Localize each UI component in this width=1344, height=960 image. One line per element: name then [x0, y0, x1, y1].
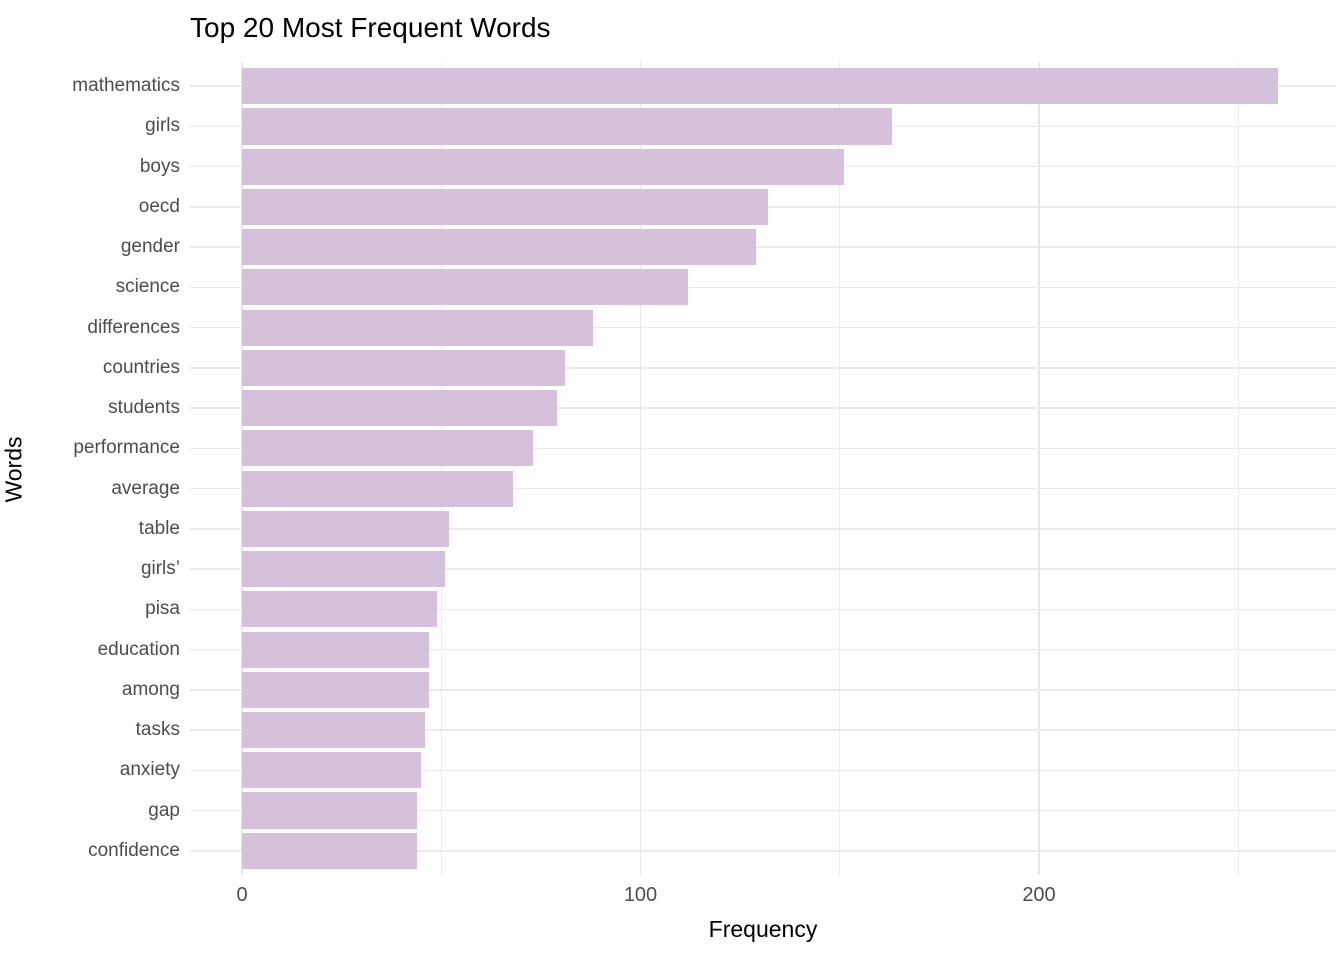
row-gridline [190, 729, 1336, 731]
bar [242, 631, 430, 668]
major-gridline [1038, 62, 1040, 875]
y-tick-label: girls [145, 115, 180, 137]
row-gridline [190, 769, 1336, 772]
major-gridline [639, 62, 642, 875]
row-gridline [190, 689, 1336, 691]
bar [242, 390, 557, 427]
bar [242, 510, 450, 547]
y-tick-label: differences [87, 316, 180, 338]
chart-panel [190, 62, 1336, 875]
y-tick-label: table [138, 517, 180, 539]
bar [242, 229, 757, 266]
y-tick-label: girls’ [140, 558, 180, 580]
bar [242, 269, 689, 306]
y-tick-label: gap [148, 799, 180, 821]
row-gridline [190, 528, 1336, 530]
y-tick-label: gender [120, 236, 180, 258]
bar [242, 591, 438, 628]
bar [242, 68, 1279, 105]
row-gridline [190, 648, 1336, 651]
bar [242, 792, 418, 829]
bar [242, 430, 533, 467]
bar [242, 470, 513, 507]
y-tick-label: pisa [145, 598, 180, 620]
y-tick-label: countries [102, 356, 180, 378]
x-tick-label: 100 [623, 884, 658, 906]
minor-gridline [440, 62, 442, 875]
minor-gridline [1237, 62, 1239, 875]
row-gridline [190, 407, 1336, 409]
row-gridline [190, 568, 1336, 570]
y-tick-label: anxiety [119, 759, 180, 781]
row-gridline [190, 246, 1336, 248]
minor-gridline [839, 62, 841, 875]
bar [242, 108, 892, 145]
chart-title: Top 20 Most Frequent Words [190, 12, 551, 43]
x-tick-label: 0 [236, 884, 248, 906]
bar [242, 832, 418, 869]
y-tick-label: tasks [135, 719, 180, 741]
y-tick-label: students [108, 397, 180, 419]
row-gridline [190, 487, 1336, 490]
bar [242, 349, 565, 386]
bar [242, 551, 446, 588]
row-gridline [190, 367, 1336, 369]
y-tick-label: boys [139, 155, 180, 177]
y-tick-label: average [111, 477, 180, 499]
bar [242, 671, 430, 708]
y-tick-label: confidence [88, 839, 180, 861]
y-tick-label: science [115, 276, 180, 298]
y-tick-label: among [121, 678, 180, 700]
row-gridline [190, 447, 1336, 450]
y-tick-label: performance [73, 437, 180, 459]
x-axis-title: Frequency [708, 916, 818, 942]
row-gridline [190, 850, 1336, 852]
y-tick-label: education [97, 638, 180, 660]
bar [242, 711, 426, 749]
row-gridline [190, 809, 1336, 812]
x-tick-label: 200 [1022, 884, 1056, 906]
major-gridline [241, 62, 243, 875]
bar [242, 752, 422, 789]
row-gridline [190, 286, 1336, 289]
row-gridline [190, 608, 1336, 611]
y-tick-label: oecd [138, 195, 180, 217]
bar [242, 188, 769, 225]
y-tick-label: mathematics [72, 75, 180, 97]
bar [242, 309, 593, 346]
row-gridline [190, 326, 1336, 329]
bar [242, 148, 844, 185]
